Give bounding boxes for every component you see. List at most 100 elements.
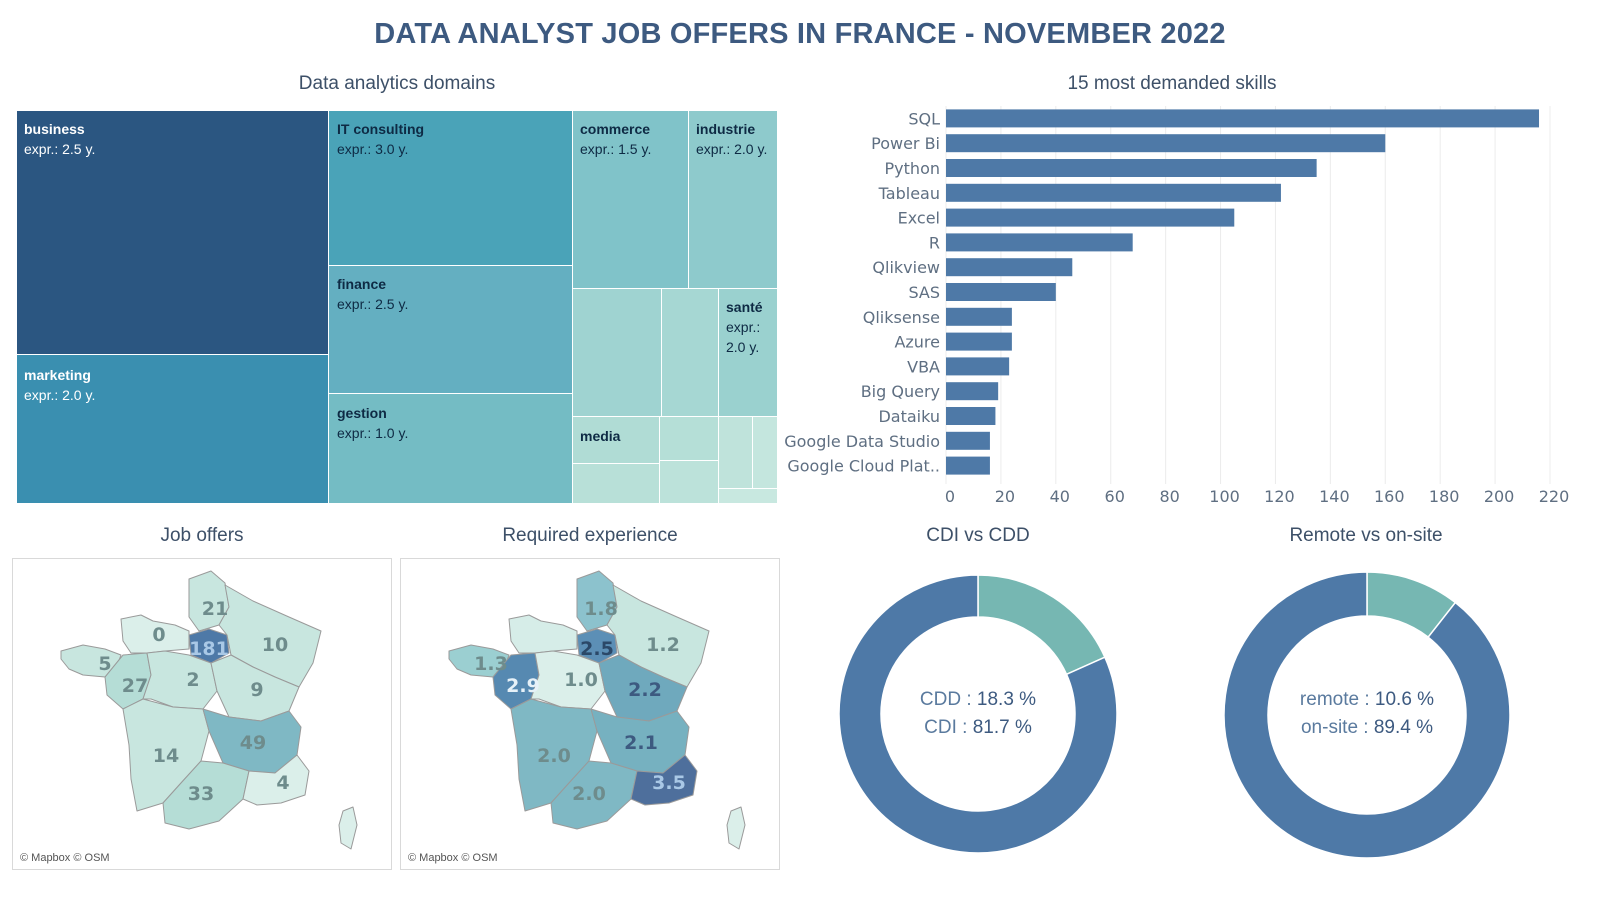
france-map-offers: 21 0 181 10 5 27 2 9 49 14 33 4 (60, 570, 358, 850)
bar[interactable] (946, 208, 1235, 227)
map-label: 33 (188, 783, 214, 805)
bar-chart-title: 15 most demanded skills (1067, 73, 1277, 94)
treemap-cell-small[interactable] (753, 417, 777, 489)
bar[interactable] (946, 109, 1540, 128)
bar[interactable] (946, 332, 1012, 351)
bar[interactable] (946, 233, 1133, 252)
map-label: 5 (98, 653, 111, 675)
map-label: 4 (276, 772, 289, 794)
france-map-experience: 1.8 2.5 1.2 1.3 2.9 1.0 2.2 2.1 2.0 2.0 … (448, 570, 746, 850)
contract-donut-title: CDI vs CDD (926, 525, 1030, 546)
remote-donut-center: remote : 10.6 % on-site : 89.4 % (1299, 689, 1435, 738)
treemap-cell-it-consulting[interactable] (329, 111, 573, 266)
treemap-cell-small[interactable] (660, 417, 719, 461)
map-label: 21 (202, 598, 228, 620)
donut-label: CDI (924, 717, 957, 738)
map-label: 27 (122, 675, 148, 697)
map-label: 1.0 (564, 669, 598, 691)
bar[interactable] (946, 183, 1281, 202)
treemap-cell-small[interactable] (573, 464, 660, 503)
map-label: 49 (240, 732, 266, 754)
category-label: Dataiku (878, 407, 940, 426)
treemap-label-it-consulting: IT consulting expr.: 3.0 y. (337, 121, 425, 157)
donut-value: 89.4 % (1373, 717, 1434, 738)
treemap-title: Data analytics domains (298, 73, 496, 94)
treemap-cell-finance[interactable] (329, 266, 573, 394)
bar[interactable] (946, 159, 1317, 177)
map-label: 14 (153, 745, 179, 767)
skills-bar-chart: 0 20 40 60 80 100 120 140 160 180 200 220 SQL Power B… (784, 106, 1569, 506)
bar[interactable] (946, 134, 1386, 153)
map-label: 2.2 (628, 679, 662, 701)
treemap-cell-commerce[interactable] (573, 111, 689, 289)
treemap-label-media: media (580, 428, 621, 444)
bar[interactable] (946, 456, 990, 475)
treemap-cell-sante[interactable] (719, 289, 777, 417)
bar[interactable] (946, 307, 1012, 326)
region-corse[interactable] (338, 806, 358, 850)
map-label: 1.8 (584, 598, 618, 620)
bar[interactable] (946, 382, 999, 401)
x-tick-label: 100 (1209, 487, 1240, 506)
treemap-cell-small[interactable] (573, 289, 662, 417)
dashboard-title: DATA ANALYST JOB OFFERS IN FRANCE - NOVE… (374, 18, 1226, 50)
map-credit: © Mapbox © OSM (408, 852, 498, 864)
category-label: Google Cloud Plat.. (787, 457, 940, 476)
region-bourgogne[interactable] (598, 654, 688, 722)
region-ile-de-france[interactable] (188, 628, 230, 664)
treemap-cell-small[interactable] (719, 489, 777, 503)
contract-donut-center: CDD : 18.3 % CDI : 81.7 % (919, 689, 1037, 738)
category-label: Qlikview (872, 258, 940, 277)
x-tick-label: 40 (1050, 487, 1070, 506)
donut-slice[interactable] (838, 574, 1118, 854)
treemap-label-gestion: gestion expr.: 1.0 y. (337, 405, 409, 441)
treemap-label-sante: santé expr.: 2.0 y. (726, 299, 763, 355)
bar[interactable] (946, 357, 1010, 376)
treemap: business expr.: 2.5 y. marketing expr.: 2.… (17, 111, 777, 503)
treemap-label-commerce: commerce expr.: 1.5 y. (580, 121, 652, 157)
treemap-cell-business[interactable] (17, 111, 329, 355)
treemap-cell-industrie[interactable] (689, 111, 777, 289)
donut-value: 10.6 % (1374, 689, 1435, 710)
treemap-cell-small[interactable] (660, 461, 719, 503)
map-label: 2.0 (572, 783, 606, 805)
donut-slice[interactable] (977, 574, 1106, 676)
category-label: Excel (898, 209, 940, 228)
bar[interactable] (946, 258, 1073, 277)
map-label: 9 (250, 679, 263, 701)
treemap-cell-gestion[interactable] (329, 394, 573, 503)
donut-label: on-site (1300, 717, 1359, 738)
treemap-cell-marketing[interactable] (17, 355, 329, 503)
region-paca[interactable] (242, 754, 310, 806)
region-paca[interactable] (630, 754, 698, 806)
contract-donut (838, 574, 1118, 854)
region-ile-de-france[interactable] (576, 628, 618, 664)
region-normandie[interactable] (120, 614, 190, 654)
treemap-cell-small[interactable] (662, 289, 719, 417)
region-normandie[interactable] (508, 614, 578, 654)
donut-label: CDD (919, 689, 962, 710)
map-credit: © Mapbox © OSM (20, 852, 110, 864)
treemap-cell-small[interactable] (719, 417, 753, 489)
region-corse[interactable] (726, 806, 746, 850)
category-label: Azure (894, 333, 940, 352)
category-label: R (929, 233, 940, 252)
bar[interactable] (946, 407, 996, 425)
map-label: 1.2 (646, 634, 680, 656)
donut-slice[interactable] (1224, 572, 1510, 858)
bar[interactable] (946, 431, 990, 450)
treemap-cell-media[interactable] (573, 417, 660, 464)
x-tick-label: 80 (1159, 487, 1179, 506)
job-offers-map[interactable]: 21 0 181 10 5 27 2 9 49 14 33 4 © Mapbox… (12, 558, 392, 870)
region-bourgogne[interactable] (210, 654, 300, 722)
x-tick-label: 200 (1484, 487, 1515, 506)
map-label: 2.5 (580, 638, 614, 660)
category-label: Python (885, 159, 940, 178)
bar[interactable] (946, 283, 1056, 301)
treemap-label-finance: finance expr.: 2.5 y. (337, 276, 409, 312)
x-tick-label: 120 (1264, 487, 1295, 506)
category-label: VBA (907, 357, 940, 376)
experience-map[interactable]: 1.8 2.5 1.2 1.3 2.9 1.0 2.2 2.1 2.0 2.0 … (400, 558, 780, 870)
category-label: SAS (908, 283, 940, 302)
x-tick-label: 160 (1374, 487, 1405, 506)
